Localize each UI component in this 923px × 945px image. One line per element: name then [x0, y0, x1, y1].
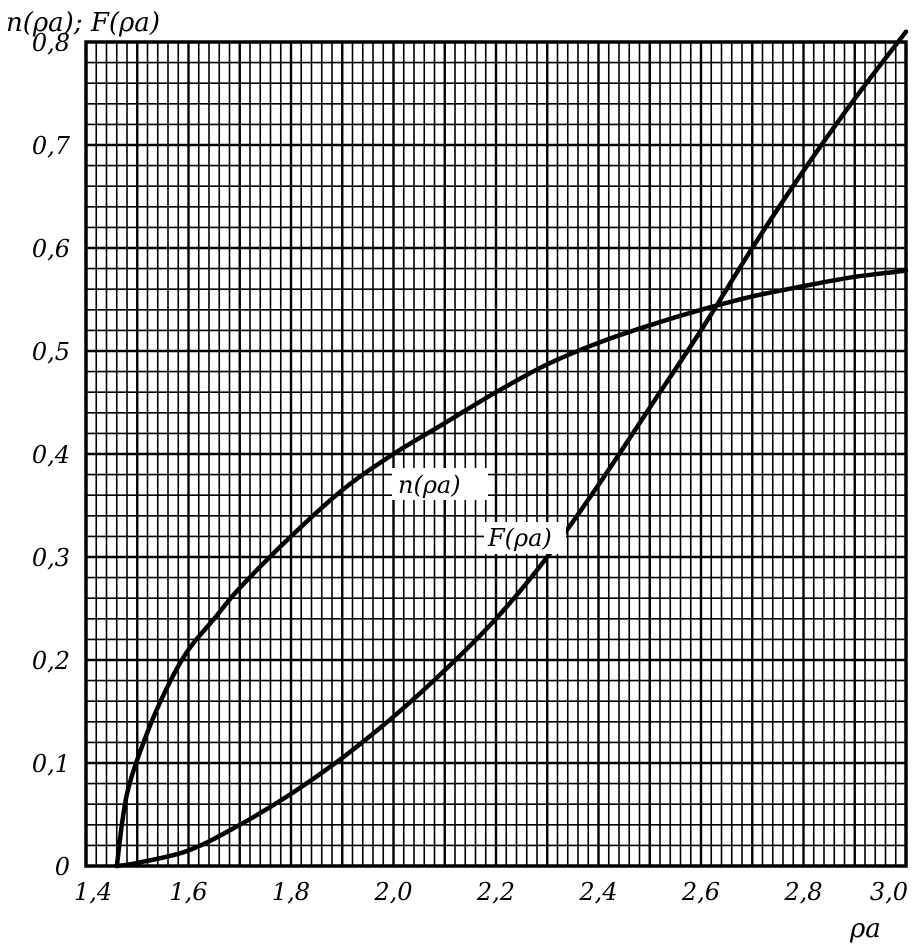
- x-tick-label: 2,2: [476, 878, 515, 906]
- x-tick-label: 2,4: [578, 878, 617, 906]
- y-tick-label: 0: [55, 853, 70, 881]
- y-tick-label: 0,1: [32, 750, 70, 778]
- x-tick-label: 2,8: [783, 878, 822, 906]
- x-tick-label: 1,6: [169, 878, 207, 906]
- y-tick-label: 0,7: [32, 132, 71, 160]
- x-tick-label: 3,0: [870, 878, 908, 906]
- y-tick-label: 0,3: [32, 544, 70, 572]
- n-curve-label: n(ρa): [398, 471, 461, 499]
- f-curve-label: F(ρa): [487, 524, 552, 552]
- y-tick-label: 0,2: [32, 647, 70, 675]
- n-curve: [114, 268, 909, 869]
- f-curve: [114, 29, 909, 869]
- x-tick-labels: 1,4 1,6 1,8 2,0 2,2 2,4 2,6 2,8 3,0: [74, 878, 908, 906]
- y-axis-title: n(ρa); F(ρa): [6, 8, 160, 38]
- y-tick-label: 0,6: [32, 235, 70, 263]
- plot-border: [84, 40, 908, 868]
- y-tick-label: 0,8: [32, 29, 70, 57]
- x-tick-label: 2,6: [681, 878, 720, 906]
- y-tick-labels: 0 0,1 0,2 0,3 0,4 0,5 0,6 0,7 0,8: [32, 29, 71, 881]
- x-tick-label: 2,0: [373, 878, 412, 906]
- curves: [114, 29, 909, 869]
- f-label-background: [484, 522, 566, 554]
- x-axis-title: ρa: [849, 914, 881, 944]
- x-tick-label: 1,4: [74, 878, 112, 906]
- plot-frame: [84, 40, 908, 868]
- y-tick-label: 0,4: [32, 441, 70, 469]
- x-tick-label: 1,8: [272, 878, 310, 906]
- n-label-background: [392, 468, 488, 500]
- y-tick-label: 0,5: [32, 338, 70, 366]
- grid: [84, 40, 908, 868]
